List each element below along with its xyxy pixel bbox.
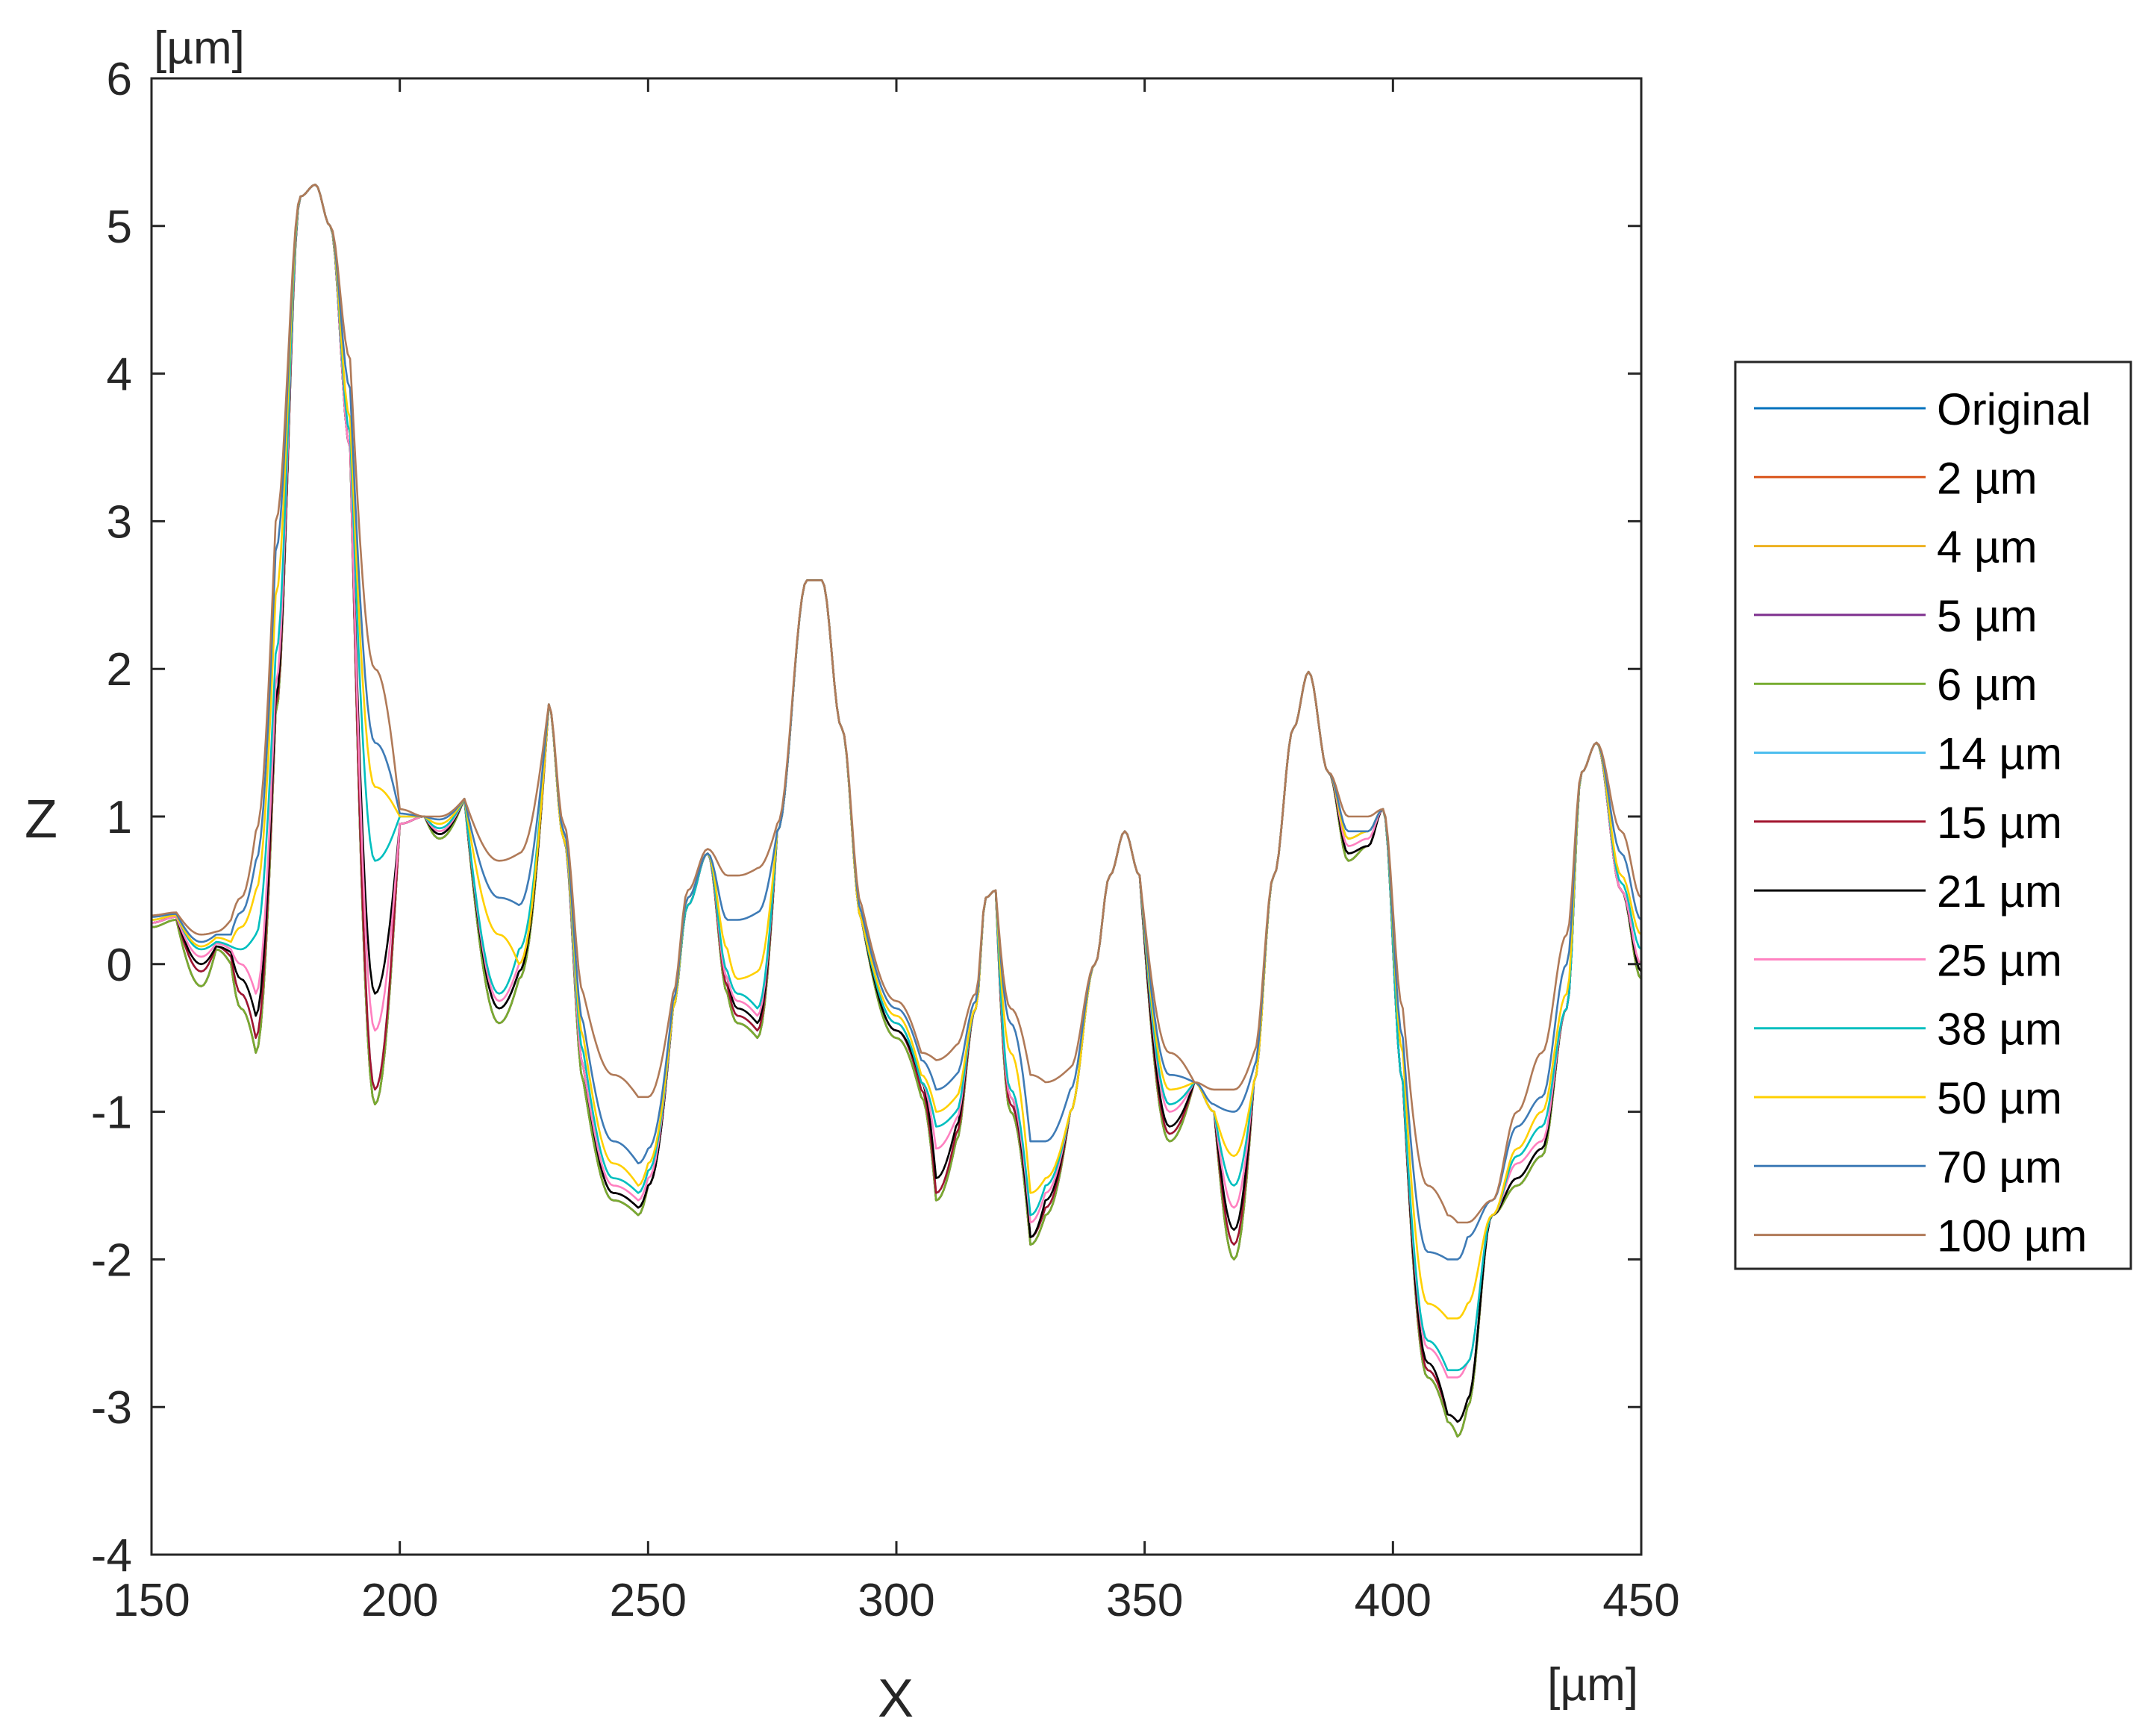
legend-entry: 15 µm [1937, 798, 2062, 848]
x-tick-label: 200 [361, 1575, 438, 1626]
legend-entry: 25 µm [1937, 935, 2062, 985]
legend-entry: 14 µm [1937, 729, 2062, 779]
x-tick-label: 350 [1106, 1575, 1183, 1626]
legend-entry: 38 µm [1937, 1005, 2062, 1055]
plot-frame [150, 77, 1643, 1556]
x-tick-label: 400 [1355, 1575, 1432, 1626]
legend-entry: 100 µm [1937, 1211, 2087, 1261]
y-axis-unit: [µm] [154, 22, 245, 74]
legend-entry: Original [1937, 384, 2091, 434]
series-line-12 [150, 184, 1643, 1224]
y-tick-label: -2 [91, 1234, 132, 1286]
series-line-11 [150, 184, 1643, 1261]
legend-entry: 21 µm [1937, 867, 2062, 917]
legend-box [1734, 360, 2132, 1270]
ticks-layer: 150 200 250 300 350 400 450 -4 -3 -2 -1 0 1 2 3 4 5 6 [91, 54, 1680, 1626]
x-tick-label: 150 [113, 1575, 190, 1626]
y-tick-label: -4 [91, 1530, 132, 1582]
legend-entry: 6 µm [1937, 660, 2038, 710]
legend-entry: 5 µm [1937, 591, 2038, 641]
y-tick-label: -1 [91, 1087, 132, 1139]
x-axis-label: X [878, 1669, 914, 1729]
y-tick-label: 1 [107, 792, 132, 843]
y-tick-label: 6 [107, 54, 132, 105]
y-tick-label: -3 [91, 1382, 132, 1434]
x-axis-unit: [µm] [1547, 1659, 1638, 1711]
legend-entry: 50 µm [1937, 1073, 2062, 1123]
x-tick-label: 300 [858, 1575, 934, 1626]
y-tick-label: 2 [107, 644, 132, 696]
y-tick-label: 4 [107, 349, 132, 401]
y-tick-label: 3 [107, 496, 132, 548]
y-axis-label: Z [25, 790, 57, 849]
legend-entry: 4 µm [1937, 522, 2038, 572]
legend-entry: 70 µm [1937, 1142, 2062, 1192]
legend-entry: 2 µm [1937, 453, 2038, 503]
x-tick-label: 250 [610, 1575, 687, 1626]
y-tick-label: 5 [107, 202, 132, 253]
series-layer [150, 184, 1643, 1438]
legend: Original 2 µm 4 µm 5 µm 6 µm 14 µm 15 µm 21 µm 2… [1734, 360, 2132, 1270]
x-tick-label: 450 [1602, 1575, 1679, 1626]
y-tick-label: 0 [107, 940, 132, 991]
